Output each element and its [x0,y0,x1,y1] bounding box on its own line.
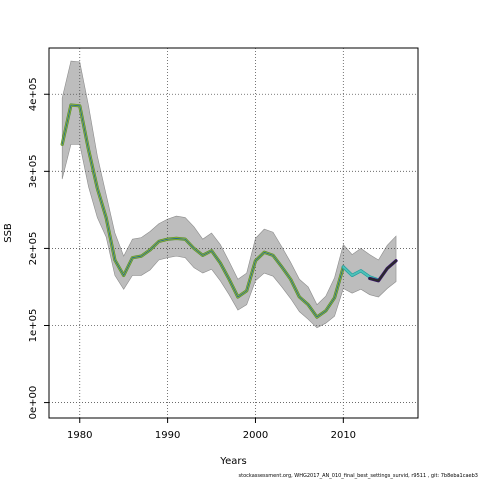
x-tick-label: 1990 [155,430,180,441]
series-line-3 [368,259,398,282]
x-tick-label: 2000 [243,430,268,441]
confidence-band [61,60,397,329]
x-axis: 1980 1990 2000 2010 [67,418,356,441]
y-axis-label: SSB [3,223,14,243]
series-layer [60,103,398,319]
plot-area-frame [48,47,419,419]
footer-caption: stockassessment.org, WHG2017_AN_010_fina… [238,473,478,479]
series-line-1 [61,104,344,318]
x-tick-label: 2010 [331,430,356,441]
y-tick-label: 0e+00 [28,386,39,420]
y-tick-label: 3e+05 [28,155,39,189]
y-tick-label: 1e+05 [28,309,39,343]
y-tick-label: 4e+05 [28,77,39,111]
y-tick-label: 2e+05 [28,232,39,266]
x-axis-label: Years [219,456,246,467]
x-tick-label: 1980 [67,430,92,441]
y-axis: 0e+00 1e+05 2e+05 3e+05 4e+05 [28,77,49,419]
confidence-band-layer [61,60,397,329]
